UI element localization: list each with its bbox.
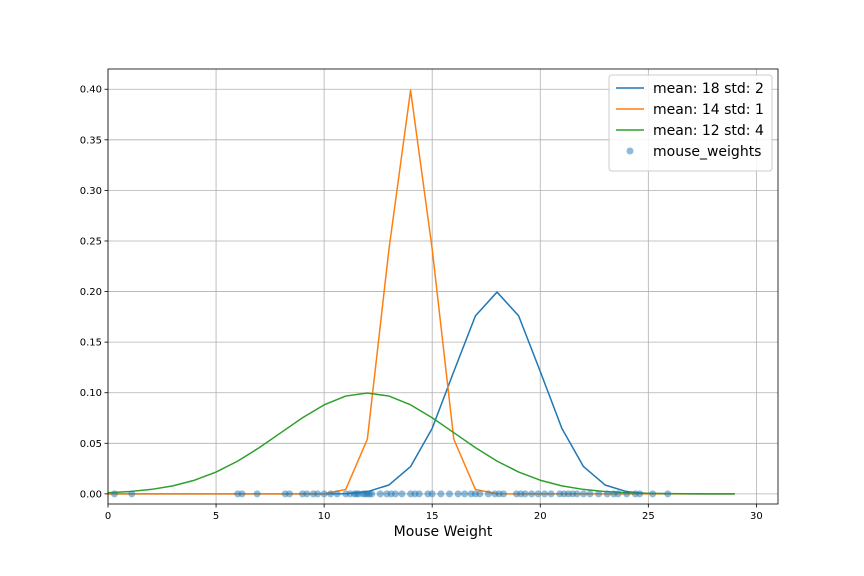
scatter-point <box>528 490 536 498</box>
scatter-point <box>664 490 672 498</box>
y-tick-label: 0.05 <box>80 439 102 450</box>
scatter-point <box>303 490 311 498</box>
scatter-point <box>398 490 406 498</box>
scatter-point <box>320 490 328 498</box>
x-tick-label: 5 <box>213 511 219 522</box>
scatter-point <box>128 490 136 498</box>
legend-label: mean: 18 std: 2 <box>653 81 764 97</box>
x-axis-label: Mouse Weight <box>394 524 493 540</box>
legend-label: mean: 12 std: 4 <box>653 123 764 139</box>
legend-box <box>608 74 773 172</box>
scatter-point <box>534 490 542 498</box>
scatter-point <box>586 490 594 498</box>
scatter-point <box>415 490 423 498</box>
y-tick-label: 0.10 <box>80 388 102 399</box>
scatter-point <box>327 490 335 498</box>
legend-label: mean: 14 std: 1 <box>653 102 764 118</box>
plot-series <box>107 89 735 498</box>
scatter-point <box>484 490 492 498</box>
scatter-point <box>623 490 631 498</box>
scatter-point <box>461 490 469 498</box>
scatter-point <box>541 490 549 498</box>
scatter-point <box>521 490 529 498</box>
scatter-point <box>437 490 445 498</box>
series-line-2 <box>107 392 735 495</box>
y-tick-label: 0.35 <box>80 135 102 146</box>
scatter-point <box>649 490 657 498</box>
x-tick-label: 30 <box>750 511 763 522</box>
plot-frame <box>107 68 779 505</box>
scatter-point <box>428 490 436 498</box>
scatter-point <box>314 490 322 498</box>
scatter-point <box>333 490 341 498</box>
y-tick-label: 0.00 <box>80 489 102 500</box>
y-tick-label: 0.20 <box>80 287 102 298</box>
scatter-point <box>579 490 587 498</box>
x-tick-label: 10 <box>318 511 331 522</box>
legend-swatch <box>626 147 634 155</box>
scatter-point <box>573 490 581 498</box>
scatter-point <box>595 490 603 498</box>
x-tick-label: 25 <box>642 511 655 522</box>
scatter-point <box>286 490 294 498</box>
scatter-point <box>500 490 508 498</box>
scatter-point <box>614 490 622 498</box>
series-line-1 <box>108 89 735 495</box>
scatter-point <box>445 490 453 498</box>
scatter-point <box>476 490 484 498</box>
scatter-point <box>454 490 462 498</box>
scatter-point <box>253 490 261 498</box>
y-tick-label: 0.15 <box>80 338 102 349</box>
scatter-point <box>110 490 118 498</box>
y-tick-label: 0.25 <box>80 236 102 247</box>
axis-ticks: 0 5 10 15 20 25 30 0.00 0.05 0.10 0.15 0.20 0.25 0.30… <box>80 85 763 522</box>
y-tick-label: 0.40 <box>80 85 102 96</box>
scatter-point <box>603 490 611 498</box>
scatter-point <box>547 490 555 498</box>
scatter-point <box>368 490 376 498</box>
legend: mean: 18 std: 2 mean: 14 std: 1 mean: 12 s… <box>608 74 773 172</box>
x-tick-label: 20 <box>534 511 547 522</box>
scatter-point <box>238 490 246 498</box>
scatter-point <box>636 490 644 498</box>
scatter-point <box>376 490 384 498</box>
x-tick-label: 15 <box>426 511 439 522</box>
x-tick-label: 0 <box>105 511 111 522</box>
legend-label: mouse_weights <box>653 144 761 160</box>
scatter-point <box>391 490 399 498</box>
y-tick-label: 0.30 <box>80 186 102 197</box>
